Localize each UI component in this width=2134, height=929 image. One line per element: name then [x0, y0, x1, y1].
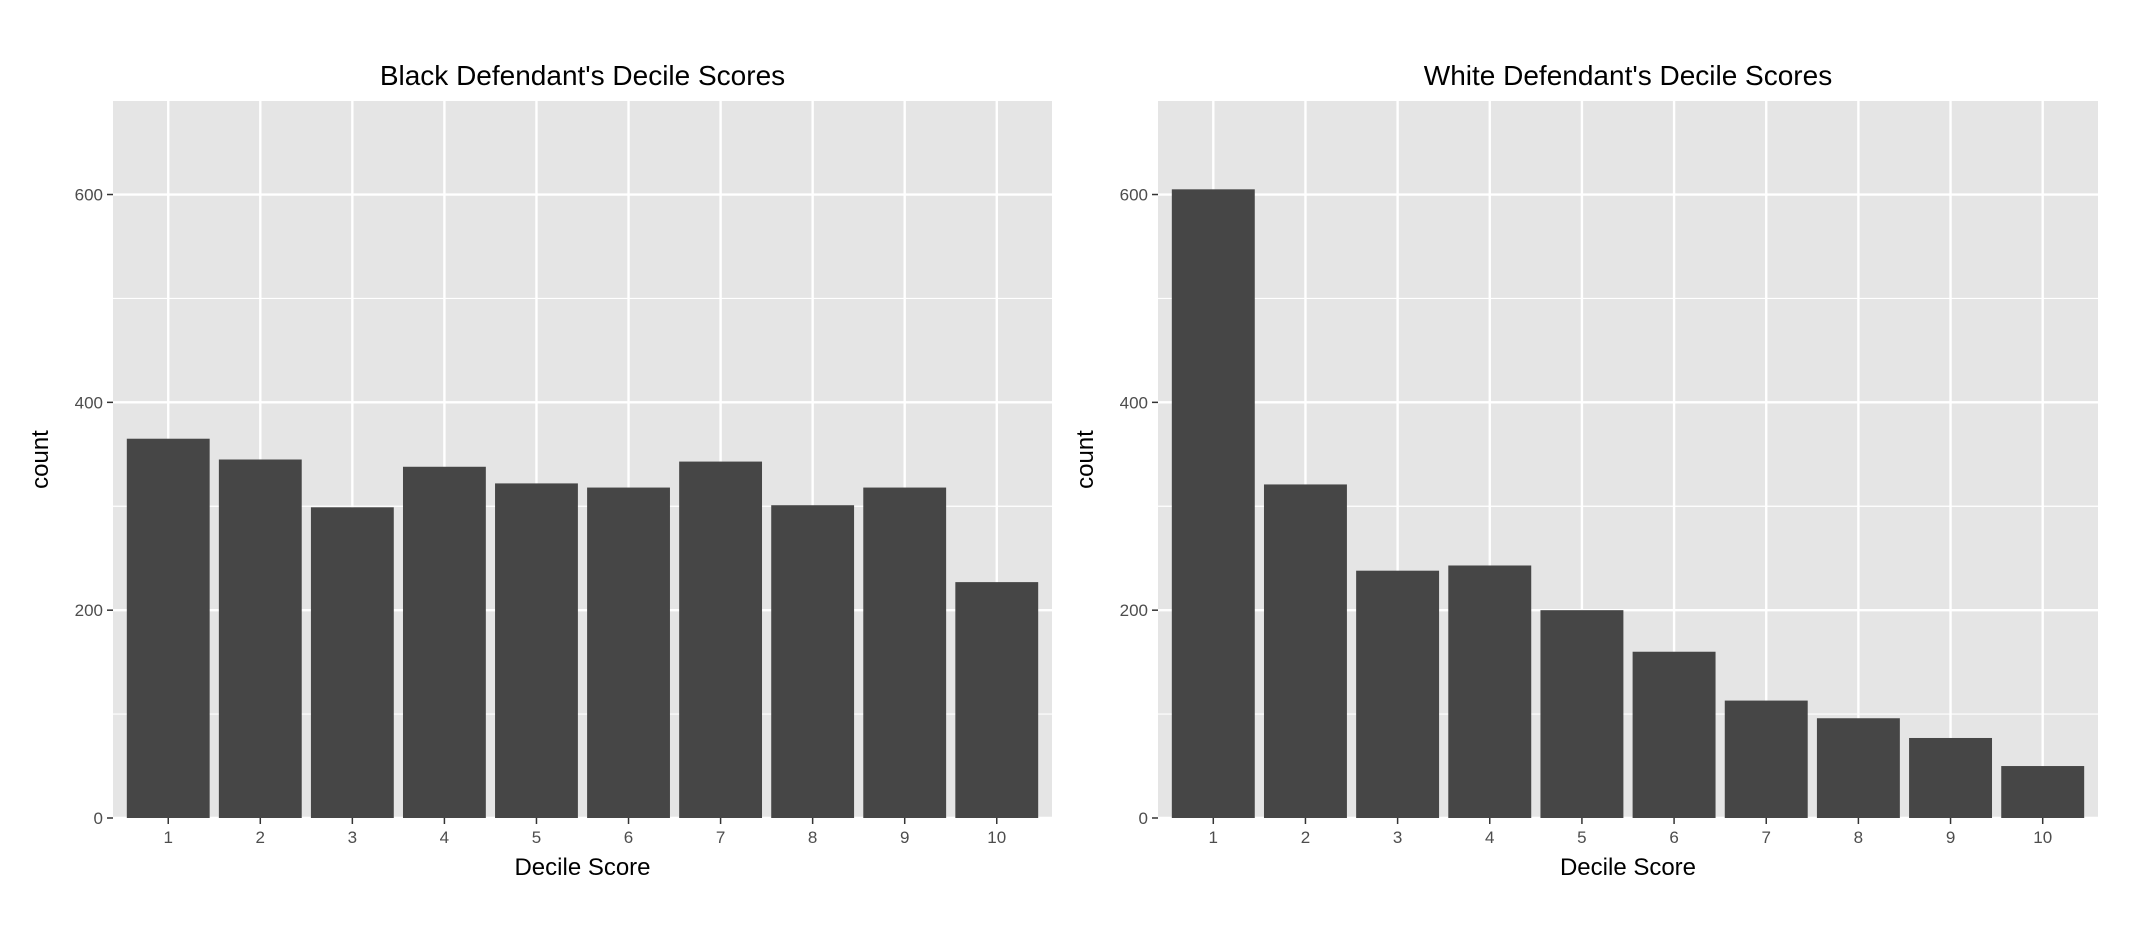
x-tick-label: 5 [1577, 828, 1586, 847]
bar-4 [402, 466, 486, 818]
x-tick-label: 9 [900, 828, 909, 847]
bar-7 [1724, 700, 1808, 818]
x-tick-label: 10 [2033, 828, 2052, 847]
bar-1 [126, 438, 210, 818]
chart-white-defendants: 0 200 400 600 1 2 3 4 5 6 7 8 9 10 White Defendant's D… [1072, 60, 2098, 881]
bar-8 [771, 505, 855, 818]
x-tick-label: 8 [1854, 828, 1863, 847]
bar-6 [1632, 651, 1716, 818]
x-tick-label: 6 [624, 828, 633, 847]
bar-3 [1356, 570, 1440, 818]
x-tick-label: 1 [1209, 828, 1218, 847]
x-tick-label: 2 [1301, 828, 1310, 847]
y-tick-label: 600 [75, 186, 103, 205]
x-tick-label: 7 [1762, 828, 1771, 847]
bar-4 [1448, 565, 1532, 818]
y-tick-label: 200 [1120, 601, 1148, 620]
y-tick-label: 200 [75, 601, 103, 620]
chart-title: White Defendant's Decile Scores [1424, 60, 1832, 91]
x-tick-label: 2 [256, 828, 265, 847]
x-tick-label: 3 [348, 828, 357, 847]
bar-2 [1263, 484, 1347, 818]
x-axis-title: Decile Score [514, 854, 650, 881]
chart-title: Black Defendant's Decile Scores [380, 60, 785, 91]
y-tick-label: 400 [1120, 393, 1148, 412]
bar-5 [495, 483, 578, 818]
x-tick-label: 10 [987, 828, 1006, 847]
y-tick-label: 600 [1120, 186, 1148, 205]
x-tick-label: 8 [808, 828, 817, 847]
y-tick-label: 0 [1139, 809, 1148, 828]
x-tick-label: 6 [1669, 828, 1678, 847]
bar-2 [218, 459, 302, 818]
x-tick-label: 3 [1393, 828, 1402, 847]
bar-1 [1171, 189, 1255, 819]
x-tick-label: 5 [532, 828, 541, 847]
bar-10 [2001, 766, 2085, 818]
bar-3 [310, 507, 394, 818]
bar-9 [863, 487, 947, 818]
y-axis-title: count [1072, 430, 1099, 489]
chart-black-defendants: 0 200 400 600 1 2 3 4 5 6 7 8 9 10 Black Defendant's D… [27, 60, 1052, 881]
bar-7 [679, 461, 763, 818]
x-axis-title: Decile Score [1560, 854, 1696, 881]
x-tick-label: 1 [164, 828, 173, 847]
bar-5 [1540, 610, 1624, 818]
x-tick-label: 4 [440, 828, 449, 847]
y-tick-label: 0 [94, 809, 103, 828]
bar-8 [1816, 718, 1900, 818]
x-tick-label: 9 [1946, 828, 1955, 847]
y-tick-label: 400 [75, 393, 103, 412]
x-tick-label: 4 [1485, 828, 1494, 847]
x-tick-label: 7 [716, 828, 725, 847]
bar-10 [955, 582, 1039, 818]
bar-9 [1909, 737, 1993, 818]
bar-6 [587, 487, 670, 818]
y-axis-title: count [27, 430, 54, 489]
